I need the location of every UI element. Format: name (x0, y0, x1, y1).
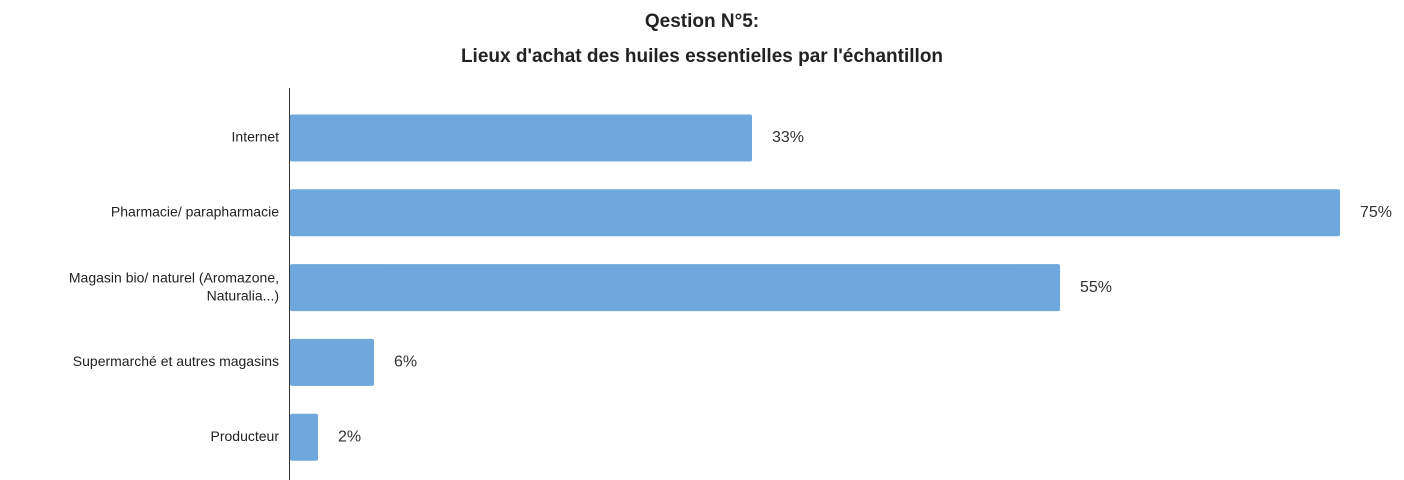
data-label: 55% (1080, 279, 1112, 296)
y-tick-label: Pharmacie/ parapharmacie (111, 204, 279, 220)
bar (290, 413, 318, 461)
bar (290, 189, 1340, 237)
chart-title: Lieux d'achat des huiles essentielles pa… (461, 46, 943, 67)
data-label: 33% (772, 129, 804, 146)
bar (290, 338, 374, 386)
data-label: 2% (338, 428, 361, 445)
data-label: 6% (394, 354, 417, 371)
data-label: 75% (1360, 204, 1392, 221)
y-tick-label: Supermarché et autres magasins (73, 353, 279, 369)
y-tick-label: Producteur (211, 428, 280, 444)
bar (290, 264, 1060, 312)
bar (290, 114, 752, 162)
chart-title: Qestion N°5: (645, 11, 759, 32)
y-tick-label: Magasin bio/ naturel (Aromazone, Naturali… (69, 269, 279, 303)
y-tick-label: Internet (232, 129, 280, 145)
